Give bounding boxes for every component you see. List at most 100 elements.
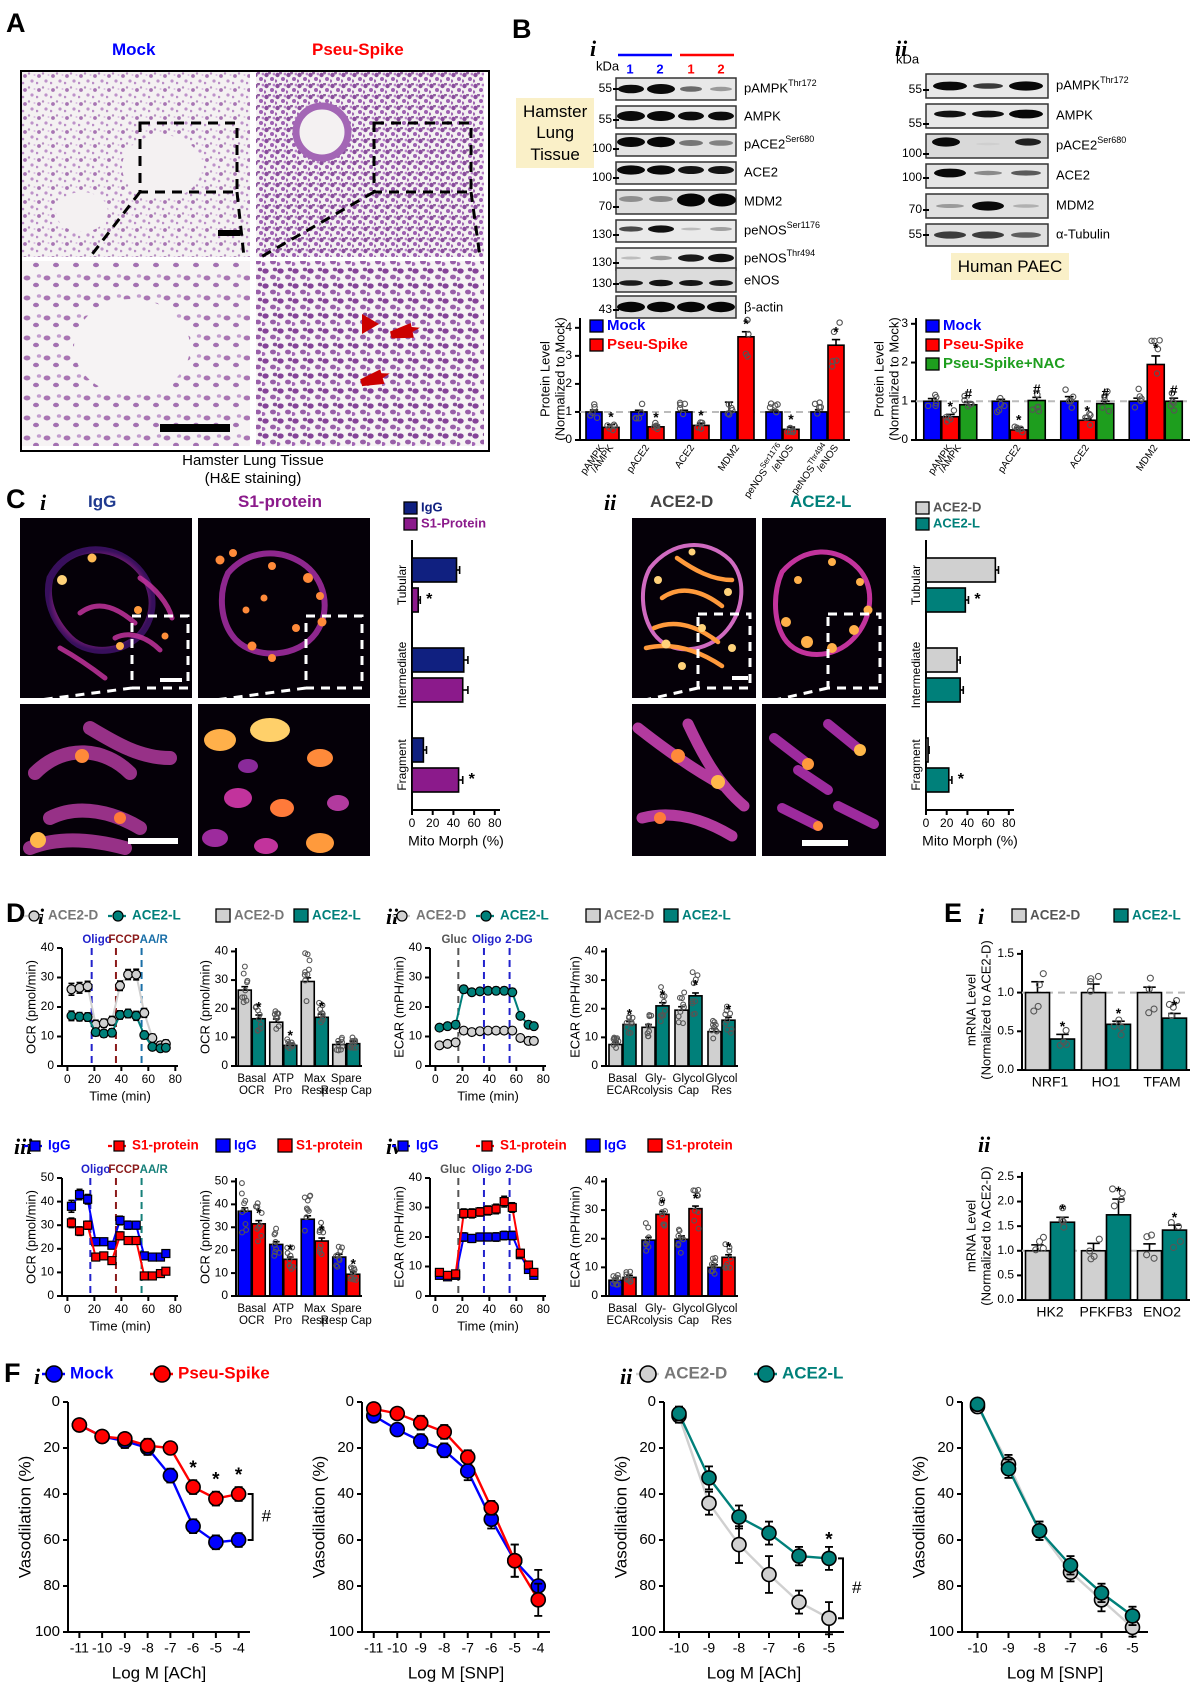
svg-text:0: 0 (415, 1288, 422, 1302)
svg-text:mRNA Level: mRNA Level (963, 974, 978, 1046)
svg-text:*: * (288, 1241, 294, 1257)
svg-text:70: 70 (909, 202, 923, 216)
svg-text:(Normalized to ACE2-D): (Normalized to ACE2-D) (978, 940, 993, 1079)
svg-text:-10: -10 (669, 1640, 689, 1656)
svg-text:60: 60 (510, 1072, 524, 1086)
svg-text:FCCP: FCCP (108, 1164, 140, 1176)
svg-text:Time (min): Time (min) (89, 1088, 151, 1103)
svg-text:Time (min): Time (min) (89, 1318, 151, 1333)
arrowheads-red (360, 314, 420, 387)
svg-text:FCCP: FCCP (108, 934, 140, 946)
svg-text:20: 20 (215, 1001, 229, 1015)
bar (925, 557, 997, 583)
panel-c-ii-label-right: ACE2-L (790, 492, 852, 511)
svg-text:Resp Cap: Resp Cap (321, 1085, 372, 1097)
svg-text:*: * (693, 1190, 699, 1206)
svg-text:HO1: HO1 (1092, 1074, 1121, 1090)
svg-text:pACE2Ser680: pACE2Ser680 (1056, 135, 1126, 152)
svg-text:60: 60 (467, 816, 481, 830)
bar (602, 426, 620, 441)
bar (688, 1207, 703, 1297)
svg-text:-5: -5 (1126, 1640, 1139, 1656)
svg-text:Basal: Basal (237, 1073, 266, 1085)
svg-text:20: 20 (215, 1242, 229, 1256)
svg-text:40: 40 (215, 944, 229, 958)
svg-text:60: 60 (43, 1531, 60, 1548)
svg-text:Cap: Cap (678, 1315, 699, 1327)
svg-text:ACE2-L: ACE2-L (782, 1363, 843, 1382)
bar (641, 1239, 656, 1297)
svg-text:#: # (262, 1506, 272, 1525)
svg-text:AA/R: AA/R (140, 934, 169, 946)
svg-text:50: 50 (215, 1174, 229, 1188)
svg-text:ACE2: ACE2 (673, 443, 697, 471)
svg-text:0: 0 (47, 1288, 54, 1302)
bar (1161, 1017, 1188, 1071)
svg-text:IgG: IgG (416, 1138, 439, 1153)
svg-text:S1-protein: S1-protein (500, 1138, 567, 1153)
svg-text:*: * (788, 411, 794, 427)
svg-text:β-actin: β-actin (744, 299, 783, 314)
svg-text:*: * (1116, 1183, 1122, 1199)
svg-text:-9: -9 (1002, 1640, 1015, 1656)
svg-text:PFKFB3: PFKFB3 (1080, 1304, 1133, 1320)
svg-text:Vasodilation (%): Vasodilation (%) (15, 1456, 34, 1579)
svg-text:*: * (833, 323, 839, 339)
svg-text:*: * (1016, 411, 1022, 427)
svg-text:Resp: Resp (301, 1085, 328, 1097)
svg-text:AA/R: AA/R (140, 1164, 169, 1176)
svg-text:Intermediate: Intermediate (395, 641, 409, 708)
svg-text:100: 100 (35, 1623, 60, 1640)
svg-text:40: 40 (483, 1302, 497, 1316)
svg-text:2.0: 2.0 (997, 1194, 1014, 1208)
svg-text:20: 20 (409, 1229, 423, 1243)
svg-text:40: 40 (43, 1485, 60, 1502)
svg-text:*: * (235, 1465, 243, 1486)
svg-text:1: 1 (901, 393, 908, 407)
bar (1049, 1221, 1076, 1301)
svg-text:40: 40 (215, 1197, 229, 1211)
bar (411, 737, 425, 763)
panel-c-ii-roman: ii (604, 490, 617, 515)
svg-text:Pro: Pro (274, 1085, 292, 1097)
svg-text:Oligo: Oligo (82, 934, 111, 946)
svg-text:-7: -7 (462, 1640, 475, 1656)
panel-b-i-chart: 0 1 2 3 4 * * * * * * pAMPK/AMPK pACE2 ACE2 MDM2 peNOSS… (528, 288, 858, 500)
bar (655, 1005, 670, 1067)
svg-text:*: * (256, 1204, 262, 1220)
svg-text:40: 40 (115, 1302, 129, 1316)
panel-e-i-chart: 0.0 0.5 1.0 1.5 * NRF1 * HO1 * TFAM mRNA Level (Nor… (950, 902, 1198, 1122)
svg-text:1.0: 1.0 (997, 985, 1014, 999)
bar (411, 587, 420, 613)
svg-text:30: 30 (41, 1217, 55, 1231)
svg-text:-6: -6 (187, 1640, 200, 1656)
panel-c-i-chart: 0 20 40 60 80 Mito Morph (%) * Tubular Intermedi… (376, 499, 516, 870)
svg-text:-10: -10 (967, 1640, 987, 1656)
bar (268, 1243, 284, 1297)
svg-text:10: 10 (41, 1029, 55, 1043)
svg-text:Basal: Basal (608, 1073, 637, 1085)
bar (237, 1210, 253, 1297)
svg-text:0.5: 0.5 (997, 1268, 1014, 1282)
svg-text:Oligo: Oligo (472, 1164, 501, 1176)
bar (958, 403, 978, 441)
svg-text:130: 130 (592, 227, 612, 241)
svg-text:100: 100 (902, 170, 922, 184)
svg-text:1: 1 (565, 404, 572, 418)
svg-text:10: 10 (41, 1265, 55, 1279)
svg-text:Mito Morph (%): Mito Morph (%) (408, 833, 504, 849)
bar (268, 1021, 284, 1067)
svg-text:20: 20 (88, 1072, 102, 1086)
svg-text:*: * (319, 998, 325, 1014)
panel-label-B: B (512, 14, 532, 44)
svg-text:AMPK: AMPK (1056, 107, 1093, 122)
svg-text:#: # (1170, 382, 1178, 398)
svg-text:OCR (pmol/min): OCR (pmol/min) (23, 1190, 38, 1284)
svg-text:10: 10 (585, 1260, 599, 1274)
svg-text:2: 2 (565, 376, 572, 390)
svg-text:*: * (469, 771, 476, 788)
svg-text:Resp: Resp (301, 1315, 328, 1327)
svg-text:20: 20 (41, 999, 55, 1013)
panel-d-iii-roman: iii (14, 1134, 33, 1159)
svg-text:0.0: 0.0 (997, 1062, 1014, 1076)
